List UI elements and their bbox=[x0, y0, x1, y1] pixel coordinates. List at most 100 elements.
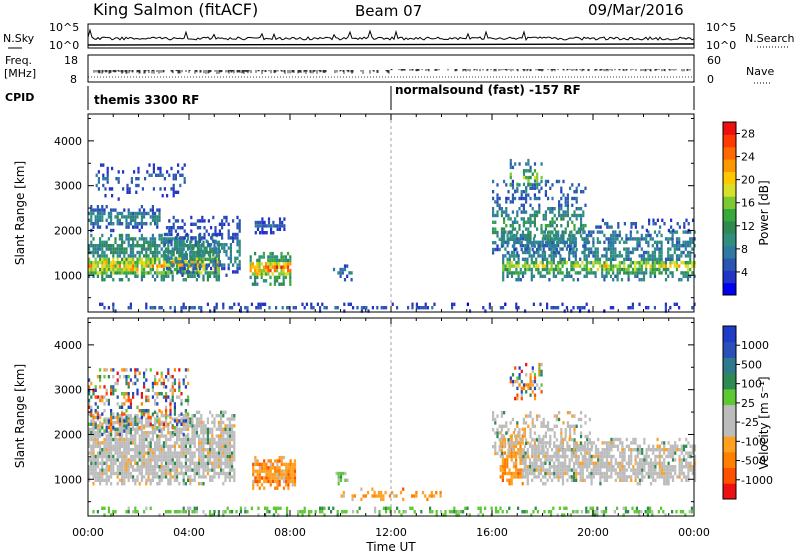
scatter-cell bbox=[104, 187, 107, 191]
scatter-cell bbox=[612, 271, 615, 275]
scatter-cell bbox=[123, 395, 126, 399]
scatter-cell bbox=[573, 224, 576, 228]
scatter-cell bbox=[132, 225, 135, 229]
scatter-cell bbox=[151, 458, 154, 462]
scatter-cell bbox=[96, 412, 99, 416]
scatter-cell bbox=[162, 454, 165, 459]
scatter-cell bbox=[172, 194, 175, 198]
scatter-cell bbox=[154, 420, 157, 425]
scatter-cell bbox=[557, 233, 560, 238]
scatter-cell bbox=[178, 388, 181, 392]
scatter-cell bbox=[105, 392, 108, 396]
scatter-cell bbox=[531, 213, 534, 218]
scatter-cell bbox=[541, 250, 544, 255]
scatter-cell bbox=[276, 265, 279, 269]
scatter-cell bbox=[105, 419, 108, 423]
scatter-cell bbox=[187, 451, 190, 455]
scatter-cell bbox=[282, 275, 285, 280]
scatter-cell bbox=[605, 274, 608, 278]
scatter-cell bbox=[128, 190, 131, 194]
scatter-cell bbox=[149, 208, 152, 212]
scatter-cell bbox=[152, 187, 155, 191]
scatter-cell bbox=[202, 267, 205, 272]
scatter-cell bbox=[206, 448, 209, 452]
scatter-cell bbox=[227, 246, 230, 250]
scatter-cell bbox=[145, 451, 148, 455]
scatter-cell bbox=[132, 422, 135, 426]
scatter-cell bbox=[198, 458, 201, 462]
scatter-cell bbox=[517, 261, 520, 265]
scatter-cell bbox=[206, 420, 209, 425]
scatter-cell bbox=[160, 414, 163, 418]
scatter-cell bbox=[550, 257, 553, 261]
scatter-cell bbox=[181, 273, 184, 277]
scatter-cell bbox=[140, 434, 143, 438]
scatter-cell bbox=[579, 257, 582, 261]
scatter-cell bbox=[217, 458, 220, 462]
scatter-cell bbox=[151, 205, 154, 209]
scatter-cell bbox=[203, 246, 206, 250]
scatter-cell bbox=[618, 261, 621, 265]
scatter-cell bbox=[138, 482, 141, 486]
scatter-cell bbox=[536, 172, 539, 176]
scatter-cell bbox=[114, 441, 117, 445]
scatter-cell bbox=[123, 482, 126, 486]
scatter-cell bbox=[198, 306, 201, 310]
scatter-cell bbox=[571, 203, 574, 207]
scatter-cell bbox=[267, 272, 270, 276]
scatter-cell bbox=[156, 218, 159, 222]
scatter-cell bbox=[664, 306, 667, 310]
scatter-cell bbox=[653, 271, 657, 275]
scatter-cell bbox=[583, 254, 586, 258]
scatter-cell bbox=[527, 234, 530, 238]
scatter-cell bbox=[209, 274, 212, 278]
scatter-cell bbox=[126, 187, 129, 191]
scatter-cell bbox=[129, 405, 132, 409]
scatter-cell bbox=[537, 475, 540, 479]
scatter-cell bbox=[587, 510, 590, 514]
scatter-cell bbox=[495, 510, 498, 514]
scatter-cell bbox=[207, 219, 210, 223]
scatter-cell bbox=[105, 398, 108, 403]
scatter-cell bbox=[110, 444, 113, 448]
scatter-cell bbox=[598, 230, 602, 234]
nsearch-tick-bottom: 10^0 bbox=[706, 39, 736, 52]
scatter-cell bbox=[136, 465, 139, 469]
scatter-cell bbox=[114, 427, 117, 431]
scatter-cell bbox=[114, 240, 117, 244]
scatter-cell bbox=[337, 475, 340, 479]
scatter-cell bbox=[607, 247, 610, 251]
scatter-cell bbox=[218, 249, 221, 254]
scatter-cell bbox=[676, 222, 679, 226]
scatter-cell bbox=[125, 375, 128, 379]
scatter-cell bbox=[121, 244, 124, 248]
scatter-cell bbox=[92, 211, 95, 216]
scatter-cell bbox=[634, 237, 637, 241]
scatter-cell bbox=[371, 306, 374, 310]
scatter-cell bbox=[94, 454, 97, 459]
scatter-cell bbox=[143, 222, 146, 226]
scatter-cell bbox=[171, 444, 174, 448]
scatter-cell bbox=[151, 475, 154, 479]
scatter-cell bbox=[209, 451, 212, 455]
scatter-cell bbox=[575, 207, 578, 211]
scatter-cell bbox=[539, 254, 542, 258]
scatter-cell bbox=[453, 302, 456, 306]
scatter-cell bbox=[596, 506, 599, 510]
scatter-cell bbox=[504, 302, 507, 306]
scatter-cell bbox=[570, 264, 573, 268]
scatter-cell bbox=[184, 306, 187, 310]
scatter-cell bbox=[566, 203, 569, 207]
scatter-cell bbox=[183, 177, 186, 181]
scatter-cell bbox=[96, 250, 99, 255]
scatter-cell bbox=[280, 255, 283, 259]
scatter-cell bbox=[222, 420, 225, 425]
scatter-cell bbox=[132, 244, 135, 248]
scatter-cell bbox=[342, 471, 345, 476]
scatter-cell bbox=[168, 260, 171, 264]
scatter-cell bbox=[554, 250, 558, 255]
scatter-cell bbox=[517, 278, 520, 282]
scatter-cell bbox=[522, 190, 525, 194]
scatter-cell bbox=[319, 309, 322, 313]
